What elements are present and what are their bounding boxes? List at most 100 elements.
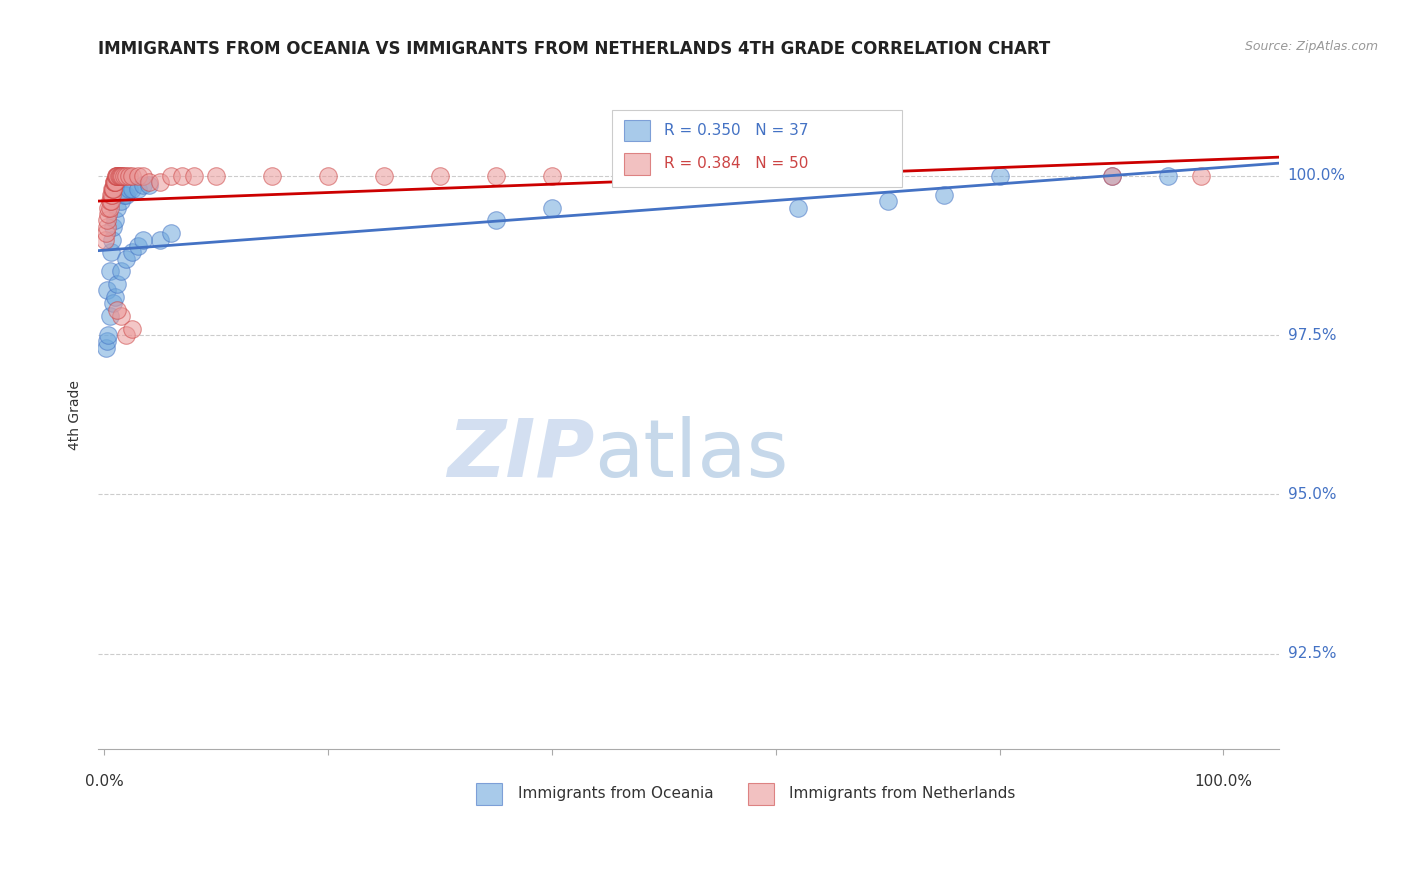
Point <box>104 290 127 304</box>
Point <box>96 219 118 234</box>
Point <box>101 188 124 202</box>
Point <box>104 213 127 227</box>
Point <box>1101 169 1123 183</box>
Point <box>540 169 562 183</box>
Point <box>110 194 132 209</box>
Point <box>127 181 149 195</box>
Point <box>94 233 117 247</box>
Point <box>787 201 810 215</box>
Point <box>429 169 451 183</box>
Point <box>100 188 122 202</box>
Text: atlas: atlas <box>595 416 789 494</box>
Point <box>101 181 124 195</box>
Point <box>101 181 124 195</box>
Point <box>160 169 183 183</box>
Point <box>105 169 128 183</box>
Point <box>110 264 132 278</box>
Point <box>110 309 132 323</box>
Point <box>103 175 125 189</box>
Text: 0.0%: 0.0% <box>84 774 124 789</box>
Bar <box>624 153 650 175</box>
Point <box>101 181 124 195</box>
Point <box>373 169 395 183</box>
Point <box>205 169 228 183</box>
Point <box>104 175 127 189</box>
Point <box>121 181 143 195</box>
Bar <box>477 783 502 805</box>
Text: R = 0.384   N = 50: R = 0.384 N = 50 <box>664 156 808 171</box>
Point <box>107 169 129 183</box>
Point <box>107 277 129 292</box>
Point <box>138 178 160 193</box>
Point <box>132 178 155 193</box>
Point <box>121 245 143 260</box>
Point <box>107 201 129 215</box>
Point <box>138 175 160 189</box>
Point <box>97 328 120 343</box>
Y-axis label: 4th Grade: 4th Grade <box>69 380 83 450</box>
Point <box>1189 169 1212 183</box>
Point <box>988 169 1011 183</box>
Point <box>96 334 118 349</box>
Point <box>107 169 129 183</box>
Point <box>115 252 138 266</box>
Point <box>111 169 134 183</box>
Point <box>98 264 121 278</box>
Point <box>183 169 205 183</box>
Point <box>104 175 127 189</box>
Point <box>96 284 118 298</box>
Point <box>110 169 132 183</box>
Point <box>98 309 121 323</box>
Text: 100.0%: 100.0% <box>1195 774 1253 789</box>
Point <box>149 233 172 247</box>
Point <box>160 226 183 240</box>
Point <box>112 169 135 183</box>
Point <box>932 188 955 202</box>
Text: 95.0%: 95.0% <box>1288 487 1336 502</box>
Text: Immigrants from Netherlands: Immigrants from Netherlands <box>789 787 1015 801</box>
Point <box>96 341 118 355</box>
Text: IMMIGRANTS FROM OCEANIA VS IMMIGRANTS FROM NETHERLANDS 4TH GRADE CORRELATION CHA: IMMIGRANTS FROM OCEANIA VS IMMIGRANTS FR… <box>98 40 1050 58</box>
Point <box>101 219 124 234</box>
Point <box>1101 169 1123 183</box>
Text: 100.0%: 100.0% <box>1288 169 1346 184</box>
Point <box>96 226 118 240</box>
Point <box>1156 169 1178 183</box>
Point <box>117 181 139 195</box>
Point <box>316 169 339 183</box>
Text: R = 0.350   N = 37: R = 0.350 N = 37 <box>664 123 808 138</box>
Text: 92.5%: 92.5% <box>1288 646 1336 661</box>
Point <box>100 194 122 209</box>
Text: Source: ZipAtlas.com: Source: ZipAtlas.com <box>1244 40 1378 54</box>
Point <box>117 169 139 183</box>
Point <box>149 175 172 189</box>
Point <box>485 213 508 227</box>
Point <box>540 201 562 215</box>
Text: ZIP: ZIP <box>447 416 595 494</box>
Point <box>108 169 131 183</box>
FancyBboxPatch shape <box>612 111 901 187</box>
Point <box>96 213 118 227</box>
Point <box>101 296 124 310</box>
Point <box>98 201 121 215</box>
Point <box>115 188 138 202</box>
Point <box>115 328 138 343</box>
Point <box>260 169 283 183</box>
Point <box>121 321 143 335</box>
Point <box>97 201 120 215</box>
Point <box>105 169 128 183</box>
Point <box>132 169 155 183</box>
Text: Immigrants from Oceania: Immigrants from Oceania <box>517 787 713 801</box>
Point <box>132 233 155 247</box>
Point <box>107 302 129 317</box>
Point <box>107 169 129 183</box>
Point <box>172 169 194 183</box>
Point <box>112 188 135 202</box>
Point <box>100 245 122 260</box>
Point <box>97 207 120 221</box>
Point <box>103 175 125 189</box>
Text: 97.5%: 97.5% <box>1288 327 1336 343</box>
Point <box>485 169 508 183</box>
Point <box>115 169 138 183</box>
Point <box>127 239 149 253</box>
